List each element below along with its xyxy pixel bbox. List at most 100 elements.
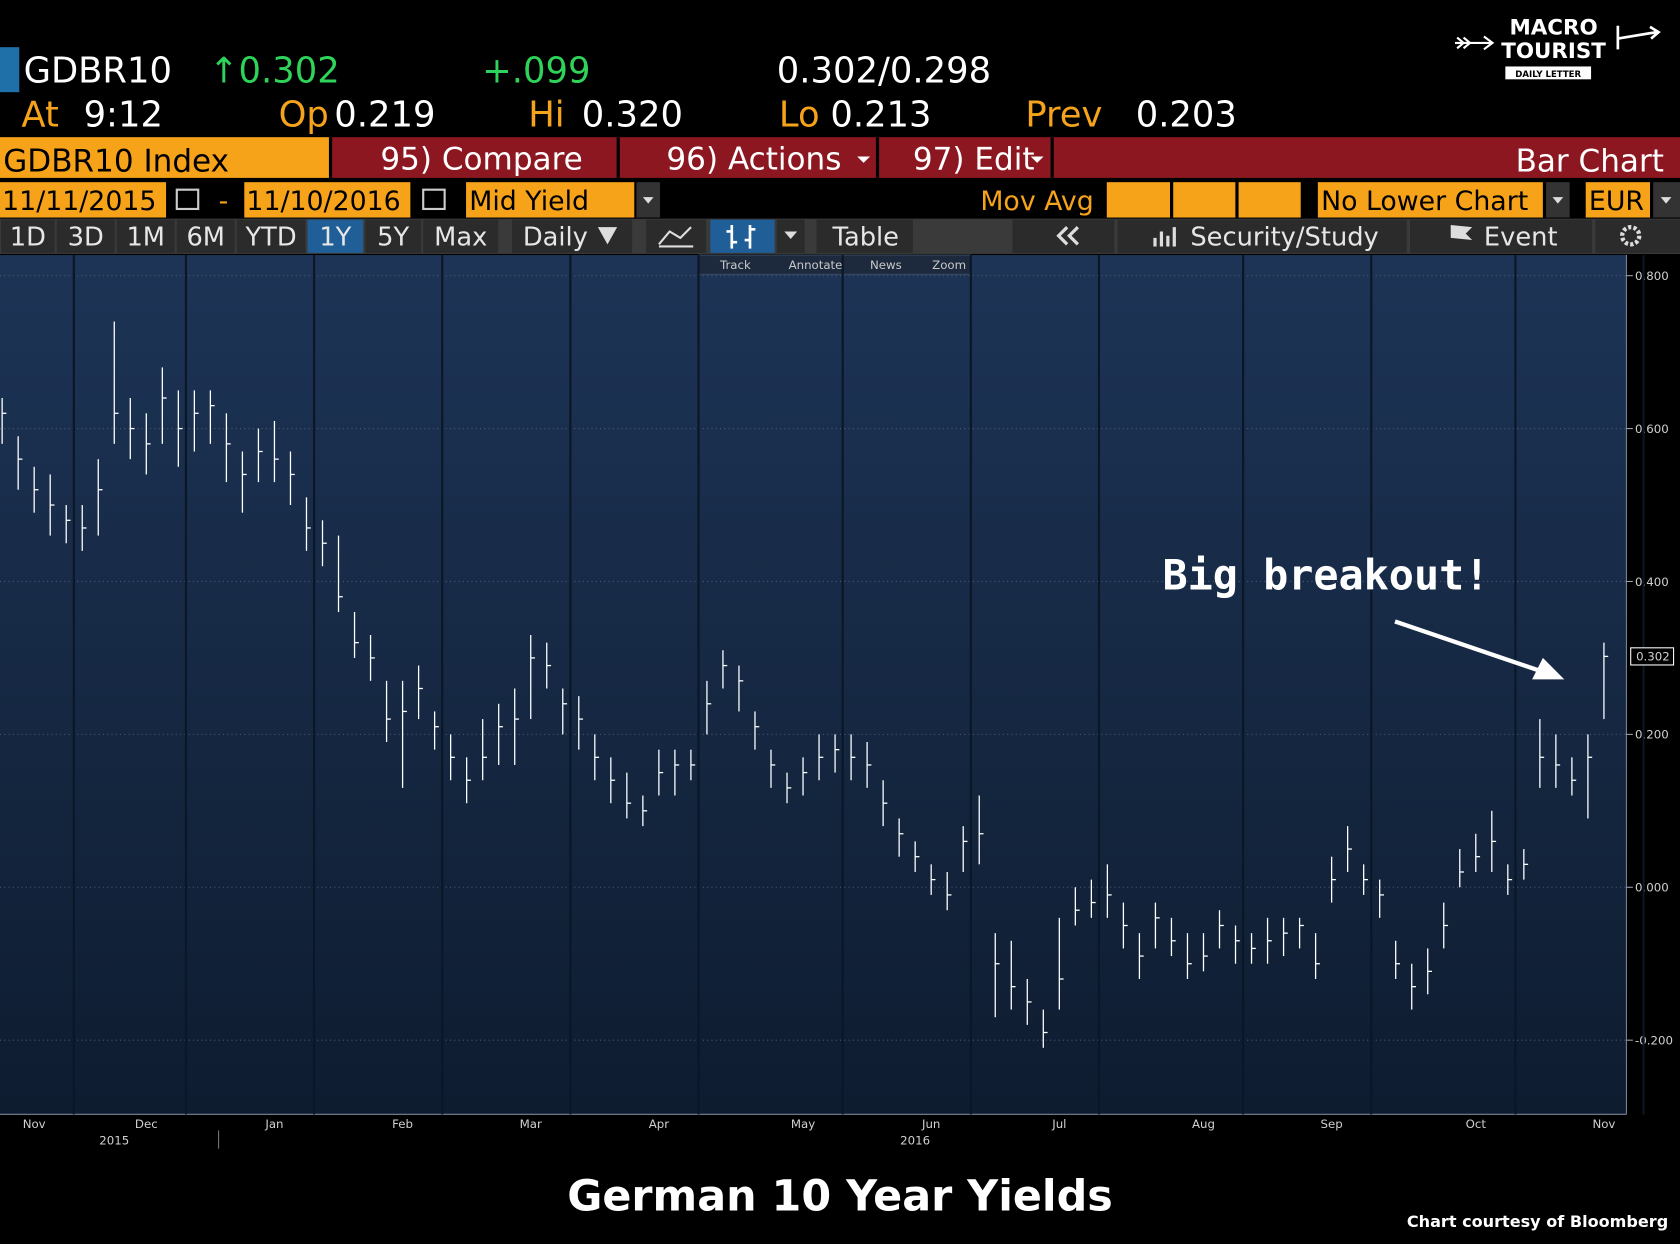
logo-text: TOURIST [1501,39,1606,64]
end-date[interactable]: 11/10/2016 [246,186,400,217]
period-button[interactable] [365,219,422,253]
period-label[interactable]: 3D [68,222,104,252]
x-tick-label: Apr [649,1117,670,1131]
bar-tool[interactable] [710,219,775,253]
collapse-button[interactable] [1012,219,1115,253]
prev: 0.203 [1136,94,1237,135]
dropdown-caret [857,156,870,163]
period-label[interactable]: 6M [186,222,225,252]
annotation: Big breakout! [1163,550,1490,599]
period-button[interactable] [116,219,175,253]
x-tick-label: Nov [1592,1117,1615,1131]
lower-chart[interactable]: No Lower Chart [1321,186,1528,217]
x-tick-label: Nov [23,1117,46,1131]
last-value-label: 0.302 [1636,650,1670,664]
chart-tool[interactable]: Annotate [789,258,843,272]
period-label[interactable]: Max [434,222,487,252]
plot-area [0,255,1627,1115]
compare-button[interactable]: 95) Compare [380,141,582,177]
menu-bar [332,137,1680,178]
x-tick-label: Oct [1466,1117,1487,1131]
y-tick-label: 0.000 [1635,881,1669,895]
period-button[interactable] [176,219,235,253]
x-tick-label: Aug [1192,1117,1215,1131]
x-tick-label: Dec [135,1117,158,1131]
annotation-arrowhead [1532,657,1565,680]
period-button[interactable] [423,219,499,253]
x-tick-label: Mar [520,1117,542,1131]
mov-avg-box[interactable] [1173,182,1236,218]
x-tick-label: Jul [1051,1117,1066,1131]
date-dash: - [219,186,229,217]
logo-text: MACRO [1509,15,1597,40]
x-tick-label: May [791,1117,815,1131]
currency-box[interactable] [1585,182,1650,218]
open: 0.219 [334,94,435,135]
dropdown-caret [597,227,618,245]
currency[interactable]: EUR [1589,186,1644,217]
bid-ask: 0.302/0.298 [777,51,991,92]
last-value-tag [1630,647,1675,666]
ticker: GDBR10 [24,51,172,92]
calendar-icon[interactable] [175,188,200,211]
x-tick-label: Jun [921,1117,940,1131]
period-label[interactable]: 5Y [377,222,409,252]
period-label[interactable]: 1M [126,222,165,252]
y-tick-label: 0.400 [1635,575,1669,589]
security-box[interactable] [0,137,329,178]
security[interactable]: GDBR10 Index [3,143,229,179]
prev-label: Prev [1025,94,1102,135]
period-button[interactable] [1,219,55,253]
period-label[interactable]: YTD [244,222,296,252]
ticker-marker [0,47,20,93]
event-button[interactable] [1410,219,1593,253]
calendar-icon[interactable] [422,188,446,211]
y-tick-label: 0.800 [1635,269,1669,283]
period-label[interactable]: 1Y [319,222,351,252]
event[interactable]: Event [1484,222,1558,252]
dropdown-caret [1030,156,1044,163]
high: 0.320 [582,94,683,135]
start-date[interactable]: 11/11/2015 [2,186,156,217]
mov-avg-box[interactable] [1238,182,1301,218]
logo-text: DAILY LETTER [1515,70,1581,80]
end-date-box[interactable] [244,182,411,218]
frequency-button[interactable] [512,219,633,253]
field[interactable]: Mid Yield [469,186,589,217]
start-date-box[interactable] [0,182,167,218]
study-button[interactable] [1117,219,1407,253]
period-button[interactable] [236,219,306,253]
logo-arrow [1455,35,1495,51]
collapse-icon [1056,226,1079,246]
low: 0.213 [830,94,931,135]
chart-tool[interactable]: Zoom [932,258,966,272]
period-button[interactable] [56,219,115,253]
logo-arrow [1616,25,1661,50]
x-tick-label: Sep [1321,1117,1343,1131]
logo: MACRO TOURIST DAILY LETTER [1455,15,1661,80]
last-price: ↑0.302 [209,51,340,92]
net-change: +.099 [482,51,590,92]
table[interactable]: Table [832,222,899,252]
dropdown-caret [1552,197,1564,204]
field-box[interactable] [466,182,635,218]
mov-avg-box[interactable] [1106,182,1170,218]
period-label[interactable]: 1D [10,222,46,252]
period-button[interactable] [307,219,364,253]
chart-tool[interactable]: Track [719,258,751,272]
chart-tool[interactable]: News [870,258,902,272]
study-icon [1153,227,1176,247]
at-label: At [21,94,59,135]
lower-chart-box[interactable] [1317,182,1543,218]
line-icon [658,226,694,248]
x-tick-label: Feb [392,1117,413,1131]
actions-button[interactable]: 96) Actions [666,141,841,177]
x-year-label: 2016 [900,1133,930,1147]
frequency[interactable]: Daily [523,222,588,252]
low-label: Lo [779,94,820,135]
table-button[interactable] [816,219,913,253]
event-icon [1450,225,1473,249]
x-year-label: 2015 [99,1133,129,1147]
study[interactable]: Security/Study [1190,222,1378,252]
edit-button[interactable]: 97) Edit [913,141,1035,177]
